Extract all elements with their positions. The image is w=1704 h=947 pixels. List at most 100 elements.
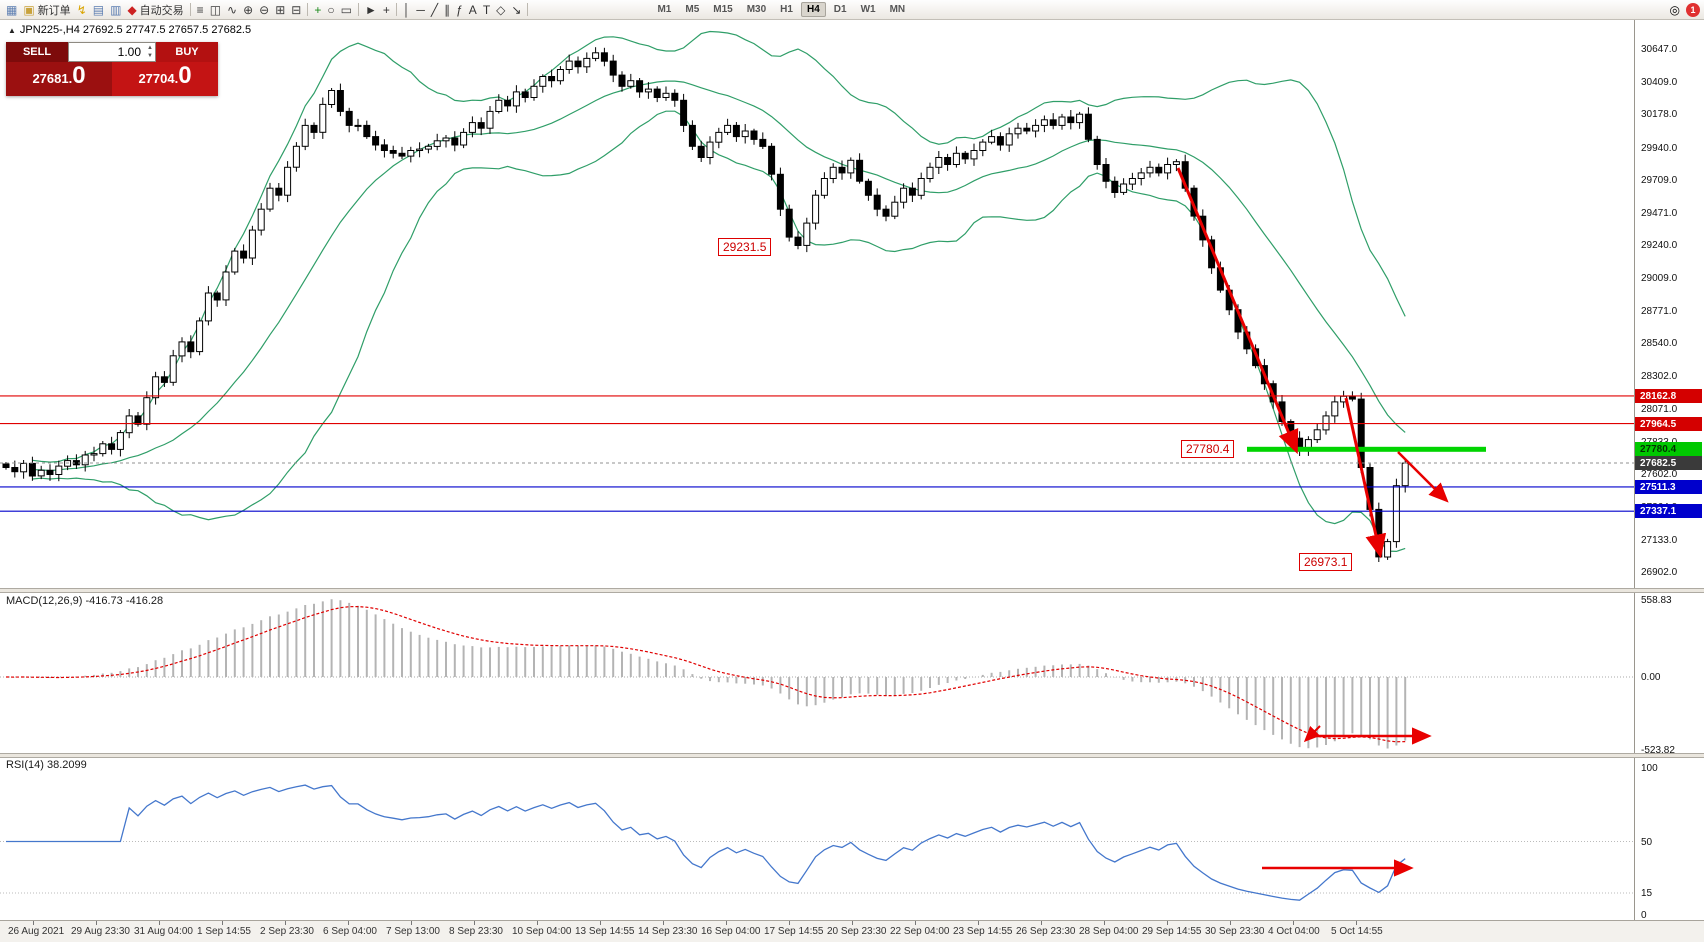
line-chart-icon: ∿ (227, 2, 238, 17)
periods-icon[interactable]: ○ (324, 1, 337, 18)
rsi-axis-label: 100 (1641, 763, 1658, 774)
vertical-line-icon: │ (402, 2, 411, 17)
tile-windows-icon: ⊞ (275, 2, 286, 17)
time-axis-tick (915, 921, 916, 925)
horizontal-line-icon[interactable]: ─ (413, 1, 428, 18)
one-click-icon[interactable]: ↯ (74, 1, 90, 18)
one-click-trade-panel: SELL 1.00 ▲ ▼ BUY 27681. 0 27704. 0 (6, 42, 218, 96)
chart-window-icon: ▦ (6, 2, 18, 17)
price-annotation-29231.5[interactable]: 29231.5 (718, 238, 772, 256)
autotrade-button[interactable]: ◆ 自动交易 (124, 1, 186, 18)
toolbar-separator (307, 3, 309, 16)
panel-divider-rsi[interactable] (0, 753, 1704, 758)
indicators-icon[interactable]: + (311, 1, 324, 18)
time-axis-tick (285, 921, 286, 925)
time-axis-label: 16 Sep 04:00 (701, 926, 761, 937)
rsi-line (6, 784, 1406, 901)
fibonacci-icon[interactable]: ƒ (453, 1, 466, 18)
volume-input[interactable]: 1.00 ▲ ▼ (68, 42, 156, 62)
zoom-out-icon[interactable]: ⊖ (256, 1, 272, 18)
timeframe-m1[interactable]: M1 (657, 4, 672, 15)
arrows-icon: ↘ (511, 2, 522, 17)
price-axis-label: 28771.0 (1641, 306, 1678, 317)
timeframe-m30[interactable]: M30 (746, 4, 767, 15)
time-axis-tick (852, 921, 853, 925)
trendline-icon[interactable]: ╱ (428, 1, 441, 18)
bollinger-lower-band (32, 110, 1406, 553)
autotrade-icon: ◆ (127, 2, 137, 17)
timeframe-m5[interactable]: M5 (685, 4, 700, 15)
timeframe-m15[interactable]: M15 (713, 4, 733, 15)
arrows-icon[interactable]: ↘ (508, 1, 524, 18)
toolbar-separator (395, 3, 397, 16)
macd-small-arrow[interactable] (1303, 725, 1321, 743)
support-line-green[interactable] (1247, 446, 1486, 452)
time-axis-label: 20 Sep 23:30 (827, 926, 887, 937)
market-watch-icon[interactable]: ▤ (90, 1, 107, 18)
buy-price-button[interactable]: 27704. 0 (112, 62, 218, 96)
zoom-in-icon[interactable]: ⊕ (240, 1, 256, 18)
price-tag-27511.3: 27511.3 (1635, 480, 1702, 494)
text-icon: A (468, 2, 477, 17)
cascade-windows-icon[interactable]: ⊟ (288, 1, 304, 18)
timeframe-h1[interactable]: H1 (780, 4, 793, 15)
timeframe-d1[interactable]: D1 (833, 4, 847, 15)
time-axis-tick (978, 921, 979, 925)
sell-price-button[interactable]: 27681. 0 (6, 62, 112, 96)
timeframe-h4[interactable]: H4 (800, 2, 826, 17)
one-click-toggle-icon[interactable]: ▲ (8, 26, 16, 35)
time-axis-label: 6 Sep 04:00 (323, 926, 377, 937)
price-axis-label: 30647.0 (1641, 44, 1678, 55)
panel-divider-macd[interactable] (0, 588, 1704, 593)
label-icon[interactable]: T (480, 1, 493, 18)
sell-price-small: 27681. (32, 71, 73, 86)
search-icon[interactable]: ◎ (1669, 3, 1680, 17)
price-annotation-27780.4[interactable]: 27780.4 (1181, 440, 1235, 458)
ohlc-text: JPN225-,H4 27692.5 27747.5 27657.5 27682… (19, 24, 252, 36)
price-annotation-26973.1[interactable]: 26973.1 (1299, 553, 1353, 571)
tile-windows-icon[interactable]: ⊞ (272, 1, 288, 18)
shapes-icon[interactable]: ◇ (493, 1, 508, 18)
new-order-button[interactable]: ▣ 新订单 (20, 1, 73, 18)
candlestick-chart-icon[interactable]: ◫ (207, 1, 224, 18)
cursor-icon[interactable]: ► (362, 1, 380, 18)
price-axis-label: 29009.0 (1641, 273, 1678, 284)
periods-icon: ○ (327, 2, 335, 17)
price-axis-label: 27602.0 (1641, 469, 1678, 480)
trend-arrow-down-3[interactable] (1397, 451, 1449, 503)
text-icon[interactable]: A (466, 1, 480, 18)
navigator-icon: ▥ (110, 2, 122, 17)
sell-header-button[interactable]: SELL (6, 42, 68, 62)
line-chart-icon[interactable]: ∿ (224, 1, 240, 18)
price-axis-separator (1634, 20, 1635, 942)
time-axis-label: 8 Sep 23:30 (449, 926, 503, 937)
timeframe-w1[interactable]: W1 (860, 4, 876, 15)
price-axis: 30647.0 30409.0 30178.0 29940.0 29709.0 29471… (1634, 0, 1704, 942)
macd-axis-label: -523.82 (1641, 745, 1675, 756)
channel-icon[interactable]: ∥ (441, 1, 453, 18)
crosshair-icon[interactable]: + (380, 1, 393, 18)
templates-icon[interactable]: ▭ (338, 1, 355, 18)
trend-arrow-down-1[interactable] (1176, 167, 1299, 455)
time-axis-label: 4 Oct 04:00 (1268, 926, 1320, 937)
price-tag-27337.1: 27337.1 (1635, 504, 1702, 518)
trend-arrow-down-2[interactable] (1344, 397, 1387, 559)
notification-badge[interactable]: 1 (1686, 3, 1700, 17)
timeframe-mn[interactable]: MN (889, 4, 906, 15)
vertical-line-icon[interactable]: │ (400, 1, 414, 18)
volume-spinner[interactable]: ▲ ▼ (147, 45, 153, 59)
horizontal-line-icon: ─ (416, 2, 425, 17)
toolbar-separator (189, 3, 191, 16)
fibonacci-icon: ƒ (456, 2, 463, 17)
time-axis-label: 23 Sep 14:55 (953, 926, 1013, 937)
rsi-axis-label: 0 (1641, 910, 1647, 921)
buy-price-big: 0 (178, 62, 192, 89)
navigator-icon[interactable]: ▥ (107, 1, 124, 18)
chart-window-icon[interactable]: ▦ (3, 1, 20, 18)
buy-header-button[interactable]: BUY (156, 42, 218, 62)
bar-chart-icon[interactable]: ≡ (194, 1, 207, 18)
time-axis-tick (1356, 921, 1357, 925)
market-watch-icon: ▤ (92, 2, 105, 17)
